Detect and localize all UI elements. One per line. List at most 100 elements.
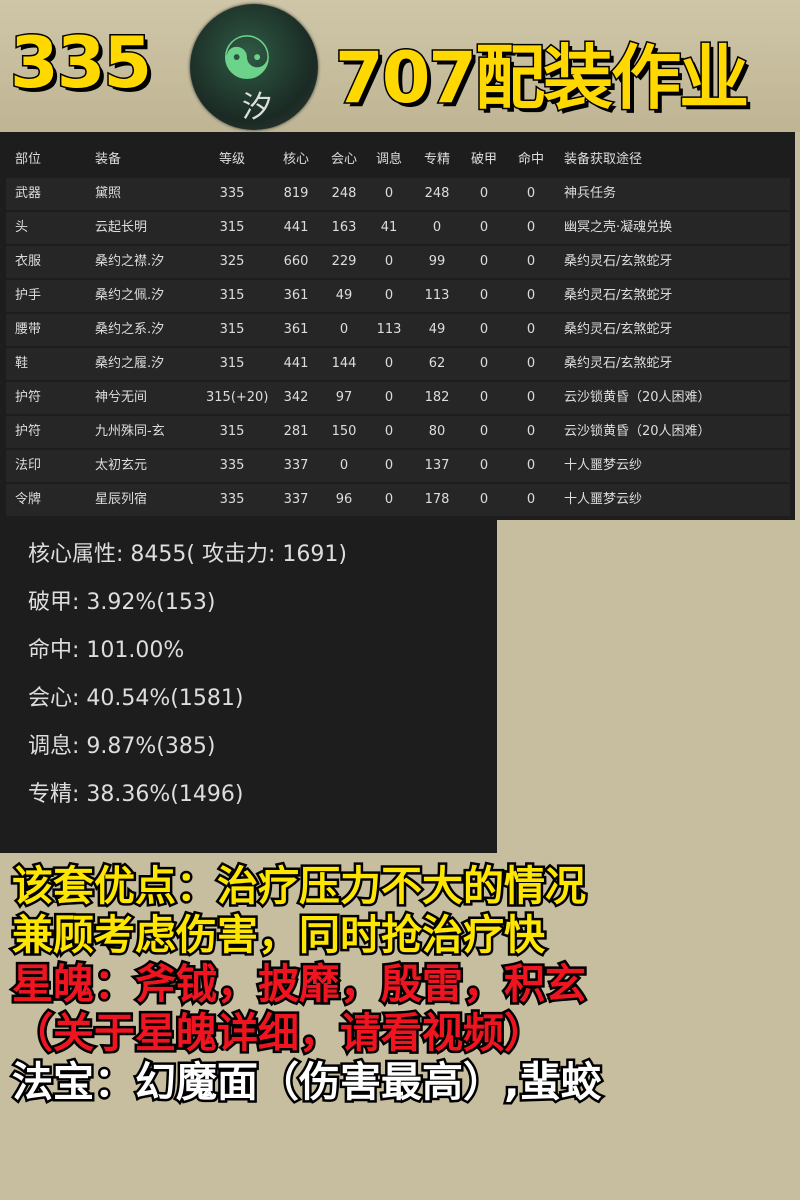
- cell: 九州殊同-玄: [95, 424, 165, 439]
- cell: 0: [479, 254, 489, 269]
- table-row: 鞋 桑约之履.汐 315 441 144 0 62 0 0 桑约灵石/玄煞蛇牙: [6, 348, 790, 380]
- cell: 调息: [375, 152, 402, 167]
- cell: 62: [428, 356, 446, 371]
- stat-line: 破甲: 3.92%(153): [28, 590, 216, 615]
- cell: 桑约之佩.汐: [95, 288, 165, 303]
- notes: 该套优点：治疗压力不大的情况 兼顾考虑伤害，同时抢治疗快 星魄：斧钺，披靡，殷雷，积…: [10, 860, 605, 1109]
- cell: 361: [283, 322, 309, 337]
- cell: 248: [331, 186, 357, 201]
- cell: 0: [384, 424, 394, 439]
- note-line: 该套优点：治疗压力不大的情况: [10, 860, 589, 913]
- note-line: 兼顾考虑伤害，同时抢治疗快: [10, 909, 548, 962]
- cell: 0: [526, 254, 536, 269]
- cell: 0: [526, 424, 536, 439]
- cell: 十人噩梦云纱: [564, 492, 643, 507]
- cell: 太初玄元: [95, 458, 148, 473]
- cell: 0: [339, 322, 349, 337]
- cell: 装备获取途径: [564, 152, 643, 167]
- cell: 337: [283, 492, 309, 507]
- cell: 0: [384, 492, 394, 507]
- cell: 163: [331, 220, 357, 235]
- level-title: 335: [8, 21, 153, 106]
- cell: 0: [479, 288, 489, 303]
- cell: 182: [424, 390, 450, 405]
- cell: 0: [384, 390, 394, 405]
- page-title: 707配装作业: [333, 36, 750, 121]
- cell: 桑约灵石/玄煞蛇牙: [564, 288, 673, 303]
- cell: 桑约之履.汐: [95, 356, 165, 371]
- cell: 660: [283, 254, 309, 269]
- cell: 315: [219, 288, 245, 303]
- table-row: 头 云起长明 315 441 163 41 0 0 0 幽冥之壳·凝魂兑换: [6, 212, 790, 244]
- table-row: 武器 黛照 335 819 248 0 248 0 0 神兵任务: [6, 178, 790, 210]
- cell: 0: [526, 322, 536, 337]
- cell: 衣服: [15, 254, 42, 269]
- cell: 113: [424, 288, 450, 303]
- cell: 49: [428, 322, 446, 337]
- cell: 0: [479, 186, 489, 201]
- table-header: 部位 装备 等级 核心 会心 调息 专精 破甲 命中 装备获取途径: [6, 144, 790, 176]
- cell: 248: [424, 186, 450, 201]
- cell: 头: [15, 220, 29, 235]
- cell: 0: [526, 390, 536, 405]
- cell: 325: [219, 254, 245, 269]
- cell: 0: [384, 186, 394, 201]
- cell: 97: [335, 390, 353, 405]
- cell: 0: [384, 356, 394, 371]
- cell: 桑约灵石/玄煞蛇牙: [564, 322, 673, 337]
- cell: 0: [339, 458, 349, 473]
- cell: 神兮无间: [95, 390, 148, 405]
- cell: 315: [219, 356, 245, 371]
- school-logo-icon: ☯ 汐: [190, 4, 318, 130]
- cell: 幽冥之壳·凝魂兑换: [564, 220, 673, 235]
- cell: 281: [283, 424, 309, 439]
- cell: 335: [219, 492, 245, 507]
- cell: 441: [283, 220, 309, 235]
- cell: 云沙锁黄昏（20人困难）: [564, 390, 711, 405]
- cell: 会心: [330, 152, 357, 167]
- cell: 专精: [423, 152, 450, 167]
- cell: 315: [219, 424, 245, 439]
- cell: 云起长明: [95, 220, 148, 235]
- cell: 令牌: [15, 492, 42, 507]
- cell: 护手: [15, 288, 42, 303]
- cell: 99: [428, 254, 446, 269]
- cell: 0: [526, 186, 536, 201]
- cell: 黛照: [95, 186, 122, 201]
- cell: 桑约灵石/玄煞蛇牙: [564, 254, 673, 269]
- cell: 0: [526, 220, 536, 235]
- cell: 部位: [15, 152, 42, 167]
- cell: 315: [219, 220, 245, 235]
- cell: 0: [526, 492, 536, 507]
- cell: 178: [424, 492, 450, 507]
- cell: 0: [384, 254, 394, 269]
- cell: 0: [384, 288, 394, 303]
- cell: 0: [479, 390, 489, 405]
- cell: 等级: [218, 152, 245, 167]
- table-row: 令牌 星辰列宿 335 337 96 0 178 0 0 十人噩梦云纱: [6, 484, 790, 516]
- cell: 0: [479, 458, 489, 473]
- equipment-table: 部位 装备 等级 核心 会心 调息 专精 破甲 命中 装备获取途径 武器 黛照 335 819 248 0 24…: [0, 132, 795, 520]
- cell: 441: [283, 356, 309, 371]
- cell: 破甲: [470, 152, 497, 167]
- cell: 桑约之系.汐: [95, 322, 165, 337]
- table-row: 法印 太初玄元 335 337 0 0 137 0 0 十人噩梦云纱: [6, 450, 790, 482]
- cell: 137: [424, 458, 450, 473]
- cell: 武器: [15, 186, 42, 201]
- cell: 113: [376, 322, 402, 337]
- cell: 云沙锁黄昏（20人困难）: [564, 424, 711, 439]
- note-line: （关于星魄详细，请看视频）: [10, 1007, 548, 1060]
- cell: 0: [526, 458, 536, 473]
- stat-line: 核心属性: 8455( 攻击力: 1691): [28, 542, 347, 567]
- cell: 桑约之襟.汐: [95, 254, 165, 269]
- table-row: 护符 九州殊同-玄 315 281 150 0 80 0 0 云沙锁黄昏（20人困难）: [6, 416, 790, 448]
- cell: 法印: [15, 458, 42, 473]
- cell: 337: [283, 458, 309, 473]
- cell: 0: [479, 356, 489, 371]
- stat-line: 命中: 101.00%: [28, 638, 185, 663]
- stat-line: 会心: 40.54%(1581): [28, 686, 244, 711]
- note-line: 法宝：幻魔面（伤害最高）,蜚蛟: [10, 1056, 605, 1109]
- stat-line: 调息: 9.87%(385): [28, 734, 216, 759]
- cell: 315(+20): [206, 390, 269, 405]
- cell: 装备: [95, 152, 122, 167]
